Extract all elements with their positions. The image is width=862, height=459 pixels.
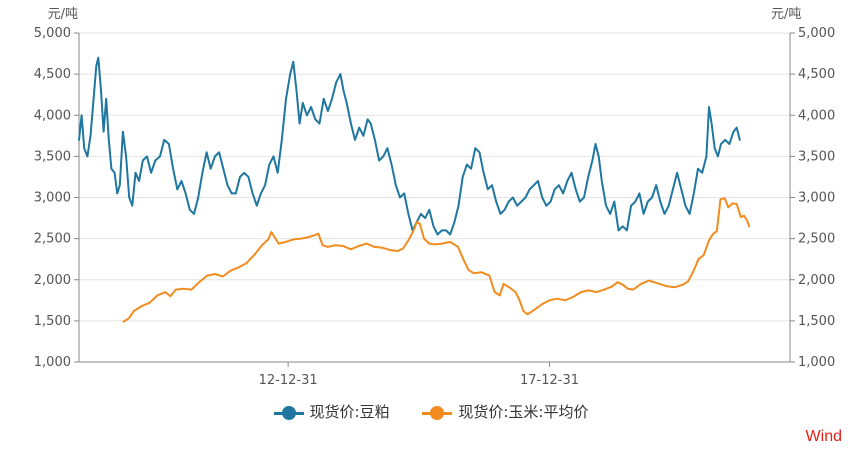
legend-item-corn[interactable]: 现货价:玉米:平均价 bbox=[422, 401, 588, 422]
y-tick-label-right: 3,000 bbox=[798, 191, 835, 206]
y-tick-label-left: 1,500 bbox=[34, 314, 71, 329]
y-tick-label-right: 2,500 bbox=[798, 232, 835, 247]
left-axis-unit: 元/吨 bbox=[48, 7, 78, 22]
y-tick-label-left: 5,000 bbox=[34, 26, 71, 41]
line-chart: 元/吨 元/吨 1,000 1,500 2,000 2,500 3,000 3,500 4,… bbox=[34, 7, 835, 388]
grid-lines bbox=[79, 32, 790, 322]
y-tick-label-right: 5,000 bbox=[798, 26, 835, 41]
y-tick-label-right: 1,500 bbox=[798, 314, 835, 329]
right-y-ticks: 1,000 1,500 2,000 2,500 3,000 3,500 4,000 4,500… bbox=[790, 26, 835, 370]
wind-watermark: Wind bbox=[805, 428, 842, 445]
y-tick-label-right: 1,000 bbox=[798, 355, 835, 370]
legend-item-soymeal[interactable]: 现货价:豆粕 bbox=[273, 401, 390, 422]
y-tick-label-right: 2,000 bbox=[798, 273, 835, 288]
y-tick-label-left: 2,500 bbox=[34, 232, 71, 247]
y-tick-label-right: 4,500 bbox=[798, 67, 835, 82]
legend-swatch-soymeal bbox=[273, 405, 304, 420]
right-axis-unit: 元/吨 bbox=[771, 7, 801, 22]
y-tick-label-left: 2,000 bbox=[34, 273, 71, 288]
legend-label-corn: 现货价:玉米:平均价 bbox=[458, 403, 589, 421]
legend-label-soymeal: 现货价:豆粕 bbox=[309, 403, 390, 421]
x-ticks: 12-12-31 17-12-31 bbox=[259, 362, 579, 388]
x-tick-label: 12-12-31 bbox=[259, 373, 318, 388]
series-line-corn bbox=[122, 197, 751, 323]
left-y-ticks: 1,000 1,500 2,000 2,500 3,000 3,500 4,000 4,500… bbox=[34, 26, 79, 370]
y-tick-label-right: 4,000 bbox=[798, 108, 835, 123]
y-tick-label-left: 3,500 bbox=[34, 149, 71, 164]
y-tick-label-left: 4,000 bbox=[34, 108, 71, 123]
series-lines bbox=[78, 56, 751, 323]
legend-swatch-corn bbox=[422, 405, 453, 420]
y-tick-label-right: 3,500 bbox=[798, 149, 835, 164]
legend: 现货价:豆粕 现货价:玉米:平均价 bbox=[0, 401, 862, 422]
y-tick-label-left: 3,000 bbox=[34, 191, 71, 206]
y-tick-label-left: 1,000 bbox=[34, 355, 71, 370]
x-tick-label: 17-12-31 bbox=[520, 373, 579, 388]
y-tick-label-left: 4,500 bbox=[34, 67, 71, 82]
series-line-soymeal bbox=[78, 56, 741, 236]
